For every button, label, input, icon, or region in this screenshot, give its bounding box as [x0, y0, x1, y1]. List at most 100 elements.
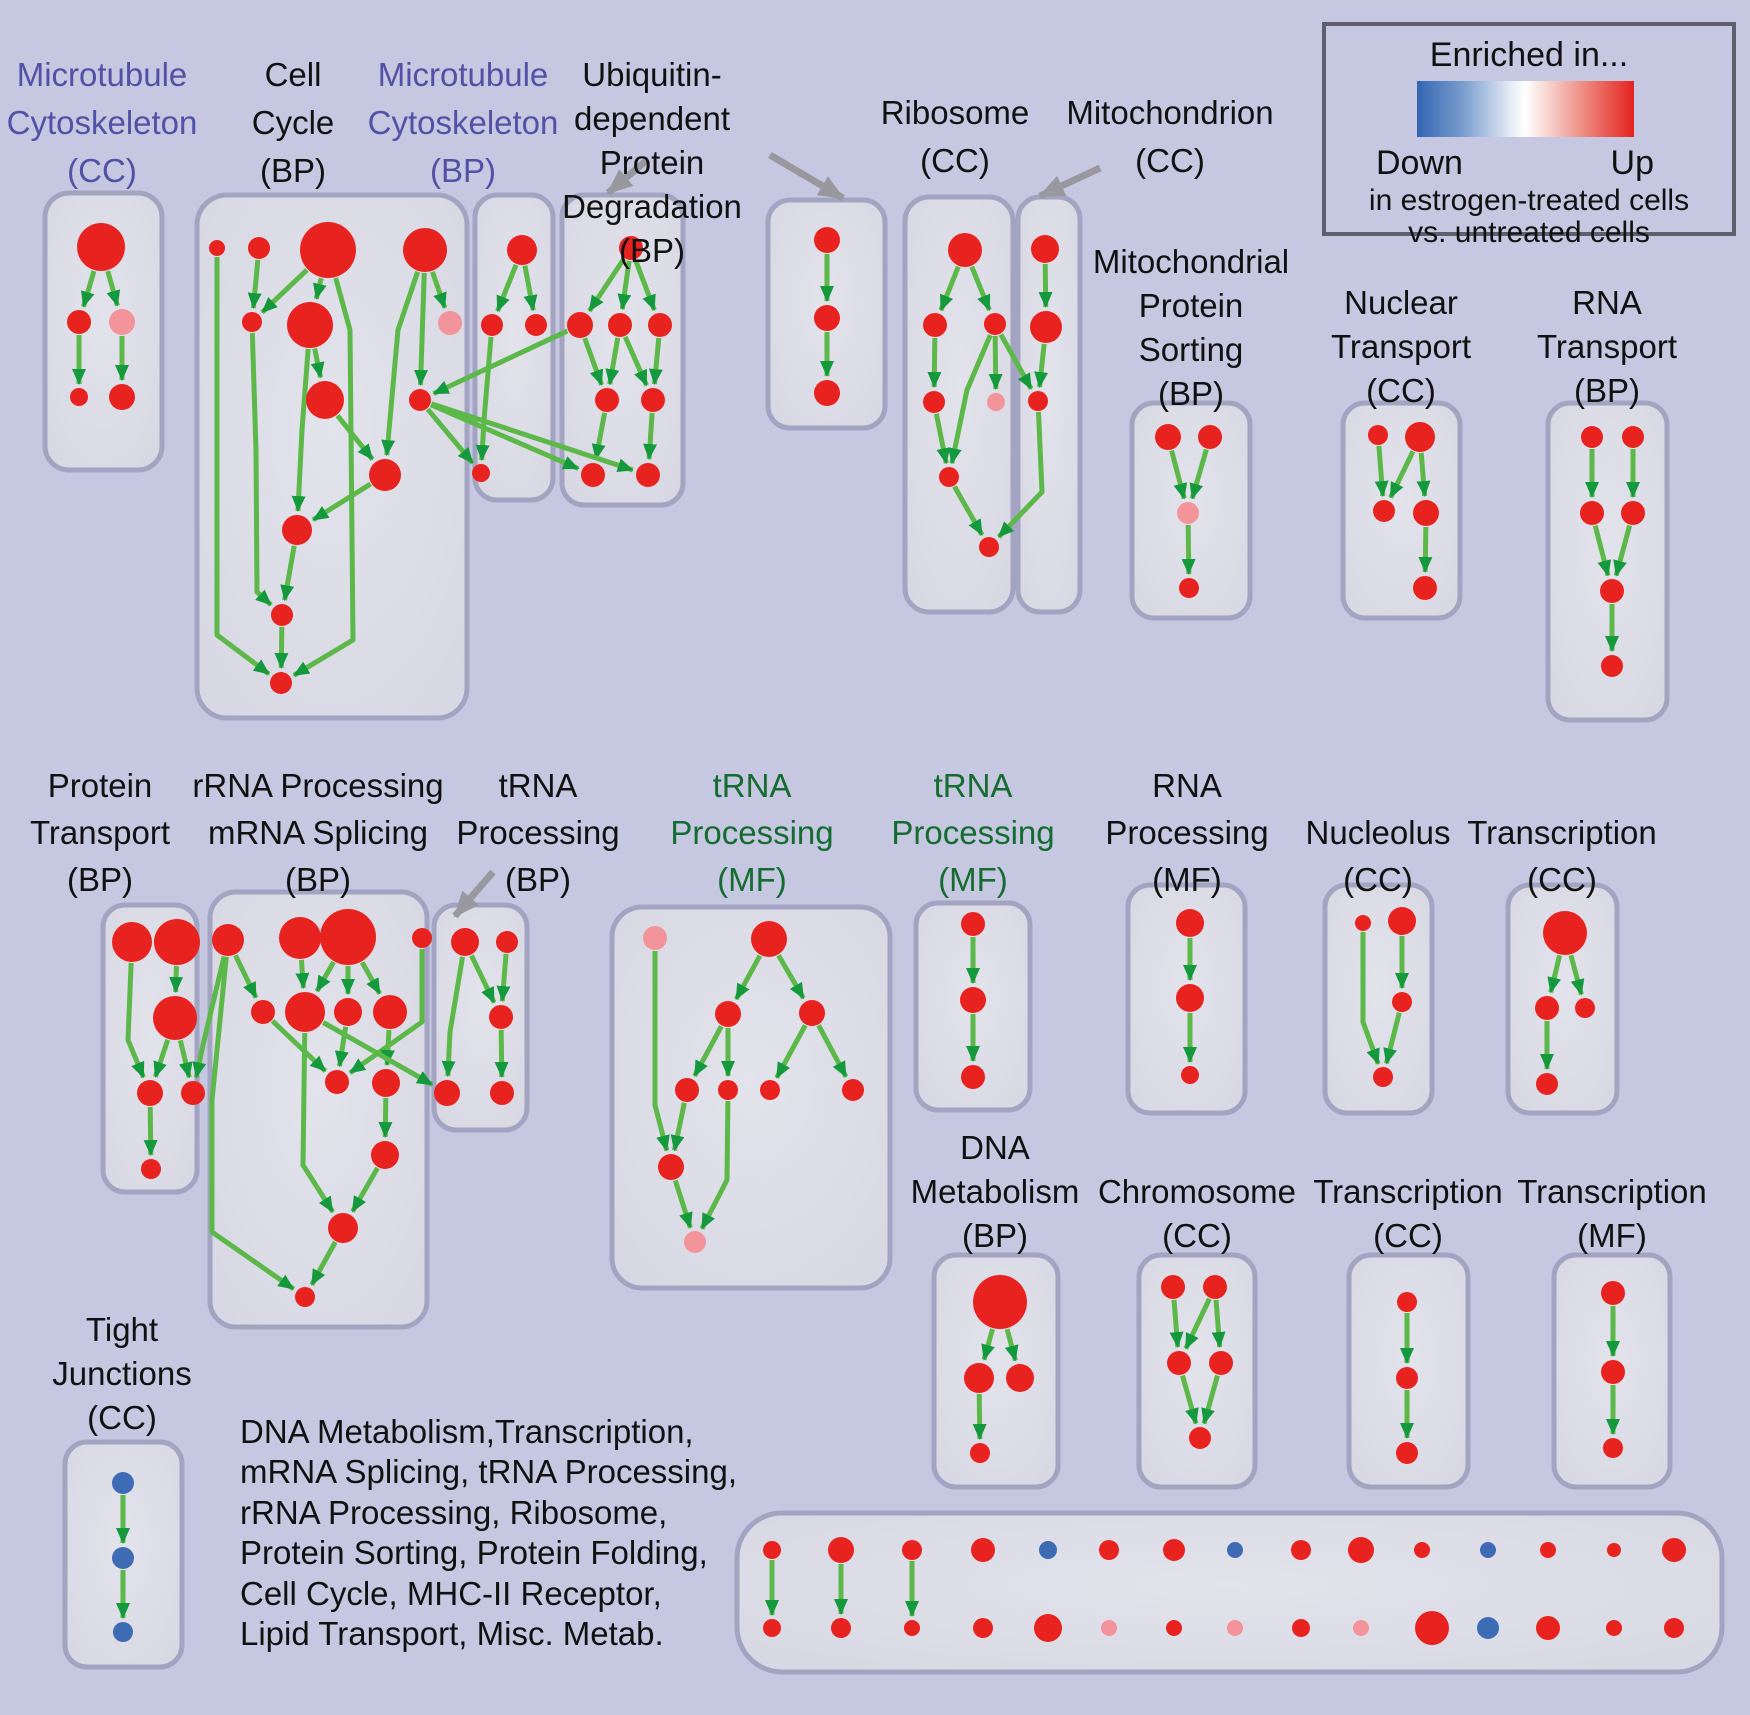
tbp-label: tRNA Processing (BP) — [456, 766, 620, 898]
edge-tbp-t1-t3 — [469, 954, 497, 1004]
gene-node-misc-b1 — [763, 1619, 781, 1637]
tmf2-label: tRNA Processing (MF) — [891, 766, 1055, 898]
edge-rt-q3-q5 — [1592, 524, 1612, 577]
gene-node-rib-r6 — [939, 467, 959, 487]
gene-node-rpmf-z3 — [1181, 1066, 1199, 1084]
gene-node-tmf2-k3 — [961, 1065, 985, 1089]
gene-node-misc-b5 — [1034, 1614, 1062, 1642]
edge-pt-A-D — [125, 962, 146, 1079]
edge-cc-h-j — [335, 414, 375, 461]
edge-tmf-m5-m9 — [670, 1102, 687, 1152]
cluster-box-chr — [1136, 1252, 1258, 1490]
gene-node-misc-a12 — [1480, 1542, 1496, 1558]
edge-ub-u3-u5 — [605, 337, 621, 386]
edge-cc-d-i — [414, 272, 428, 387]
mito-label: Mitochondrion (CC) — [1066, 94, 1274, 179]
gene-node-tmf2-k2 — [960, 987, 986, 1013]
gene-node-chr-c3 — [1167, 1351, 1191, 1375]
gene-node-misc-a3 — [902, 1540, 922, 1560]
gene-node-rrna-n6 — [285, 992, 325, 1032]
gene-node-misc-a7 — [1163, 1539, 1185, 1561]
gene-node-tmf-m8 — [842, 1079, 864, 1101]
gene-node-ub-u8 — [636, 463, 660, 487]
gene-node-misc-a9 — [1291, 1540, 1311, 1560]
edge-rrna-n2-n6 — [295, 959, 310, 990]
tmf-label: tRNA Processing (MF) — [670, 766, 834, 898]
cluster-box-mito — [1015, 194, 1083, 615]
gene-node-misc-b3 — [904, 1620, 920, 1636]
gene-node-rrna-n1 — [212, 924, 244, 956]
edge-chr-c4-c5 — [1201, 1374, 1220, 1425]
gene-node-misc-a8 — [1227, 1542, 1243, 1558]
misc-text: DNA Metabolism,Transcription, mRNA Splici… — [240, 1412, 738, 1653]
cross-edge-ub.u2-cc.i — [432, 328, 569, 396]
gene-node-misc-a1 — [763, 1541, 781, 1559]
gene-node-nt-n4 — [1413, 500, 1439, 526]
legend-gradient-bar — [1417, 81, 1634, 137]
gene-node-rt-q6 — [1601, 655, 1623, 677]
edge-pt-C-D — [153, 1039, 171, 1078]
gene-node-tbp-t2 — [496, 931, 518, 953]
legend-down-label: Down — [1376, 144, 1463, 182]
gene-node-tmf3-f2 — [1601, 1360, 1625, 1384]
gene-node-cc-m — [270, 672, 292, 694]
cluster-box-dnam — [931, 1252, 1061, 1490]
edge-cc-l-m — [274, 626, 289, 670]
edge-tmf-m2-m4 — [776, 954, 806, 1000]
dnam-label: DNA Metabolism (BP) — [910, 1129, 1080, 1254]
cross-edge-cc.i-ub.u7 — [430, 402, 580, 471]
gene-node-misc-b7 — [1166, 1620, 1182, 1636]
edge-ub-u2-u5 — [582, 337, 604, 386]
gene-node-mtcc-d — [70, 388, 88, 406]
edge-nt-n2-n3 — [1388, 450, 1416, 499]
gene-node-rt-q5 — [1600, 579, 1624, 603]
gene-node-chr-c4 — [1209, 1351, 1233, 1375]
gene-node-dnam-d4 — [970, 1443, 990, 1463]
gene-node-nuc-y3 — [1392, 992, 1412, 1012]
gene-node-mito-w1 — [1031, 235, 1059, 263]
edge-nuc-y3-y4 — [1383, 1012, 1402, 1065]
gene-node-misc-a2 — [828, 1537, 854, 1563]
gene-node-cc-k — [282, 515, 312, 545]
mtbp-label: Microtubule Cytoskeleton (BP) — [367, 56, 559, 189]
gene-node-mps-s3 — [1177, 502, 1199, 524]
gene-node-rib-r2 — [923, 313, 947, 337]
edge-rib-r3-r5 — [988, 335, 1003, 391]
edge-chr-c2-c3 — [1183, 1297, 1212, 1350]
edge-chr-c1-c3 — [1169, 1299, 1184, 1349]
gene-node-nuc-y4 — [1373, 1067, 1393, 1087]
gene-node-mtbp-s — [472, 464, 490, 482]
gene-node-rt-q1 — [1581, 426, 1603, 448]
gene-node-misc-a15 — [1662, 1538, 1686, 1562]
edge-rib-r3-r6 — [948, 334, 993, 465]
cluster-box-nuc — [1322, 882, 1435, 1116]
gene-node-rt-q3 — [1580, 501, 1604, 525]
edge-mito-w2-w3 — [1034, 343, 1049, 389]
gene-node-mtcc-c — [109, 309, 135, 335]
gene-node-chr-c2 — [1203, 1275, 1227, 1299]
edge-ub-u1-u2 — [587, 257, 626, 313]
edge-rrna-n11-n12 — [350, 1166, 380, 1213]
gene-node-ub2-v2 — [814, 305, 840, 331]
gene-node-rrna-n3 — [320, 909, 376, 965]
edge-tmf-m6-m10 — [699, 1100, 731, 1230]
gene-node-misc-b2 — [831, 1618, 851, 1638]
edge-cc-a-m — [214, 257, 271, 676]
edge-ub-u5-u7 — [591, 412, 608, 461]
gene-node-mtbp-r — [525, 314, 547, 336]
network-nodes — [67, 222, 1686, 1645]
rib-label: Ribosome (CC) — [880, 94, 1030, 179]
cluster-box-rrna — [207, 889, 430, 1330]
edge-rib-r6-r7 — [952, 485, 985, 537]
gene-node-misc-b10 — [1353, 1620, 1369, 1636]
gene-node-rib-r7 — [979, 537, 999, 557]
gene-node-nuc-y1 — [1355, 915, 1371, 931]
gene-node-pt-A — [112, 922, 152, 962]
gene-node-rib-r1 — [948, 233, 982, 267]
gene-node-tj-j3 — [113, 1622, 133, 1642]
gene-node-mito-w2 — [1030, 311, 1062, 343]
edge-rrna-n10-n11 — [378, 1097, 393, 1139]
gene-node-nt-n2 — [1405, 422, 1435, 452]
edge-tcc-x1-x3 — [1568, 954, 1585, 996]
legend-subtitle-1: in estrogen-treated cells — [1368, 184, 1690, 217]
